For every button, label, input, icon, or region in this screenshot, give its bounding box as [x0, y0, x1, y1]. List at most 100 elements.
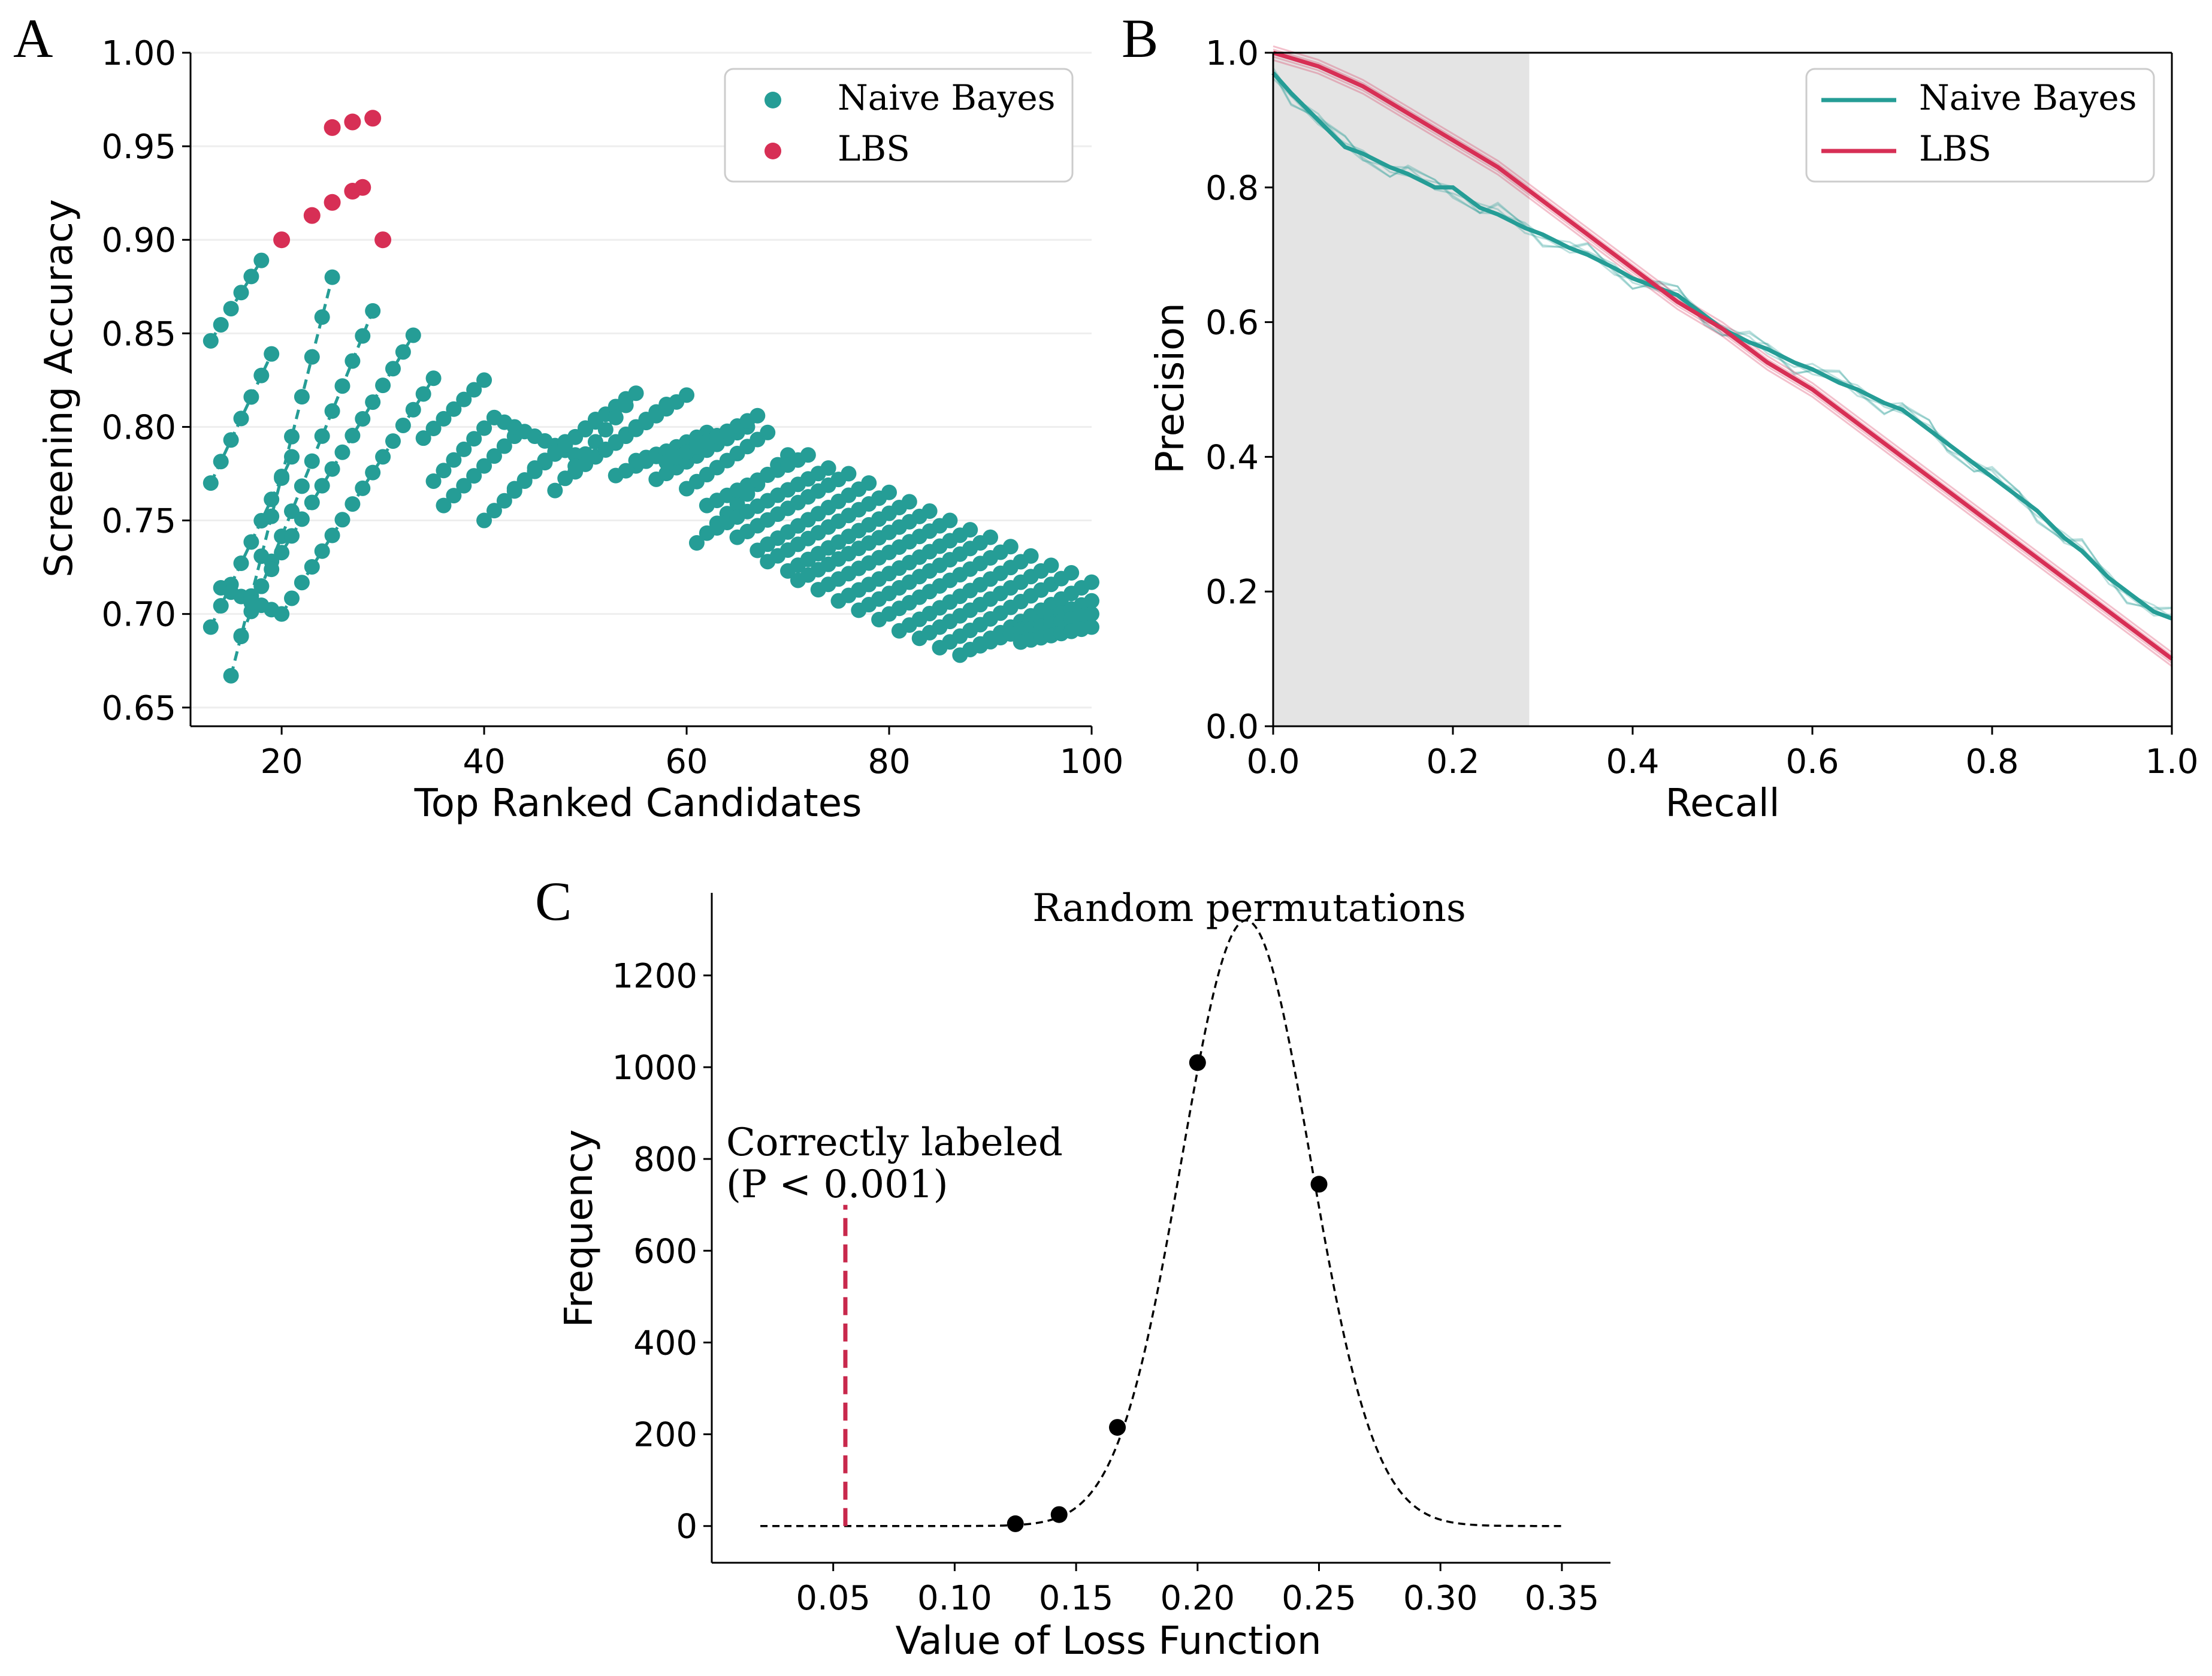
- naive-bayes-point: [375, 449, 391, 465]
- naive-bayes-point: [345, 496, 361, 512]
- lbs-point: [354, 179, 371, 196]
- b-ytick-label: 0.0: [1205, 708, 1259, 747]
- a-ytick-label: 0.90: [101, 221, 176, 260]
- permutation-point: [1189, 1054, 1206, 1071]
- naive-bayes-point: [243, 389, 259, 405]
- lbs-point: [324, 119, 341, 136]
- b-marks: [1271, 45, 2174, 667]
- naive-bayes-point: [901, 494, 917, 510]
- naive-bayes-point: [405, 401, 421, 418]
- c-annotation-line1: Correctly labeled: [726, 1121, 1063, 1165]
- naive-bayes-point: [253, 578, 270, 594]
- naive-bayes-point: [233, 285, 249, 301]
- c-ytick-label: 600: [633, 1232, 697, 1271]
- naive-bayes-point: [476, 458, 492, 474]
- b-ticks: 0.0 0.2 0.4 0.6 0.8 1.0 0.0 0.2 0.4 0.6 0.8 1.0: [1205, 34, 2199, 781]
- b-xlabel: Recall: [1666, 781, 1780, 826]
- c-ytick-label: 400: [633, 1324, 697, 1363]
- naive-bayes-point: [476, 420, 492, 436]
- lbs-point: [344, 113, 361, 131]
- naive-bayes-point: [314, 428, 330, 444]
- panel-label-b: B: [1122, 8, 1158, 69]
- naive-bayes-point: [304, 349, 320, 365]
- permutation-point: [1050, 1506, 1068, 1523]
- naive-bayes-point: [597, 422, 614, 438]
- a-legend-label-naive-bayes: Naive Bayes: [838, 77, 1055, 118]
- naive-bayes-point: [243, 534, 259, 550]
- naive-bayes-point: [203, 333, 219, 349]
- naive-bayes-point: [294, 389, 310, 405]
- b-shaded-region: [1273, 53, 1530, 726]
- naive-bayes-point: [1063, 564, 1080, 581]
- a-xtick-label: 80: [868, 742, 910, 781]
- naive-bayes-point: [983, 529, 999, 545]
- b-xtick-label: 0.2: [1426, 742, 1479, 781]
- naive-bayes-point: [820, 460, 836, 476]
- a-ylabel: Screening Accuracy: [37, 199, 81, 578]
- naive-bayes-point: [274, 606, 290, 622]
- naive-bayes-point: [294, 511, 310, 527]
- c-ytick-label: 0: [676, 1508, 697, 1547]
- a-legend-label-lbs: LBS: [838, 128, 910, 169]
- c-ticks: 0.05 0.10 0.15 0.20 0.25 0.30 0.35 0 200 400 600 80…: [612, 957, 1599, 1618]
- a-xtick-label: 40: [463, 742, 505, 781]
- naive-bayes-point: [334, 444, 350, 460]
- panel-label-c: C: [535, 871, 572, 932]
- naive-bayes-point: [486, 448, 502, 464]
- naive-bayes-point: [264, 561, 280, 578]
- naive-bayes-point: [283, 590, 300, 606]
- naive-bayes-point: [496, 493, 512, 509]
- naive-bayes-point: [1084, 593, 1099, 609]
- naive-bayes-point: [243, 594, 259, 611]
- naive-bayes-point: [304, 494, 320, 511]
- b-xtick-label: 0.8: [1965, 742, 2018, 781]
- naive-bayes-point: [1084, 606, 1099, 622]
- naive-bayes-point: [1023, 548, 1039, 564]
- b-ytick-label: 0.6: [1205, 304, 1259, 343]
- b-axes: [1272, 52, 2173, 727]
- naive-bayes-point: [264, 508, 280, 524]
- naive-bayes-point: [921, 503, 938, 519]
- naive-bayes-point: [314, 478, 330, 494]
- naive-bayes-point: [304, 453, 320, 469]
- lbs-point: [273, 231, 291, 249]
- a-ytick-label: 0.70: [101, 596, 176, 635]
- naive-bayes-point: [294, 478, 310, 494]
- naive-bayes-point: [760, 424, 776, 440]
- naive-bayes-point: [861, 475, 877, 491]
- b-xtick-label: 0.6: [1785, 742, 1839, 781]
- naive-bayes-point: [446, 401, 462, 417]
- naive-bayes-point: [274, 545, 290, 561]
- b-legend-frame: [1805, 68, 2155, 183]
- naive-bayes-point: [375, 378, 391, 394]
- a-xtick-label: 100: [1060, 742, 1124, 781]
- naive-bayes-point: [456, 441, 472, 457]
- lbs-point: [324, 194, 341, 211]
- b-legend-label-naive-bayes: Naive Bayes: [1919, 77, 2137, 118]
- naive-bayes-point: [1084, 574, 1099, 590]
- naive-bayes-point: [415, 386, 431, 402]
- naive-bayes-point: [283, 528, 300, 544]
- naive-bayes-point: [962, 522, 978, 538]
- naive-bayes-point: [425, 370, 442, 386]
- c-xtick-label: 0.30: [1403, 1579, 1478, 1618]
- naive-bayes-point: [203, 619, 219, 635]
- c-ytick-label: 800: [633, 1140, 697, 1179]
- naive-bayes-point: [436, 497, 452, 514]
- chart-c: 0.05 0.10 0.15 0.20 0.25 0.30 0.35 0 200 400 600 80…: [557, 886, 1610, 1663]
- naive-bayes-point: [274, 469, 290, 485]
- a-xlabel: Top Ranked Candidates: [414, 781, 862, 826]
- naive-bayes-point: [446, 452, 462, 468]
- naive-bayes-point: [345, 353, 361, 369]
- naive-bayes-point: [334, 512, 350, 528]
- naive-bayes-point: [436, 463, 452, 479]
- a-ytick-label: 1.00: [101, 34, 176, 73]
- c-axes: [711, 893, 1610, 1564]
- naive-bayes-point: [355, 328, 371, 344]
- permutation-point: [1007, 1515, 1024, 1532]
- panel-label-a: A: [13, 8, 53, 69]
- naive-bayes-point: [628, 385, 644, 401]
- b-ytick-label: 1.0: [1205, 34, 1259, 73]
- naive-bayes-run-line: [1272, 67, 2172, 617]
- b-xtick-label: 0.4: [1606, 742, 1659, 781]
